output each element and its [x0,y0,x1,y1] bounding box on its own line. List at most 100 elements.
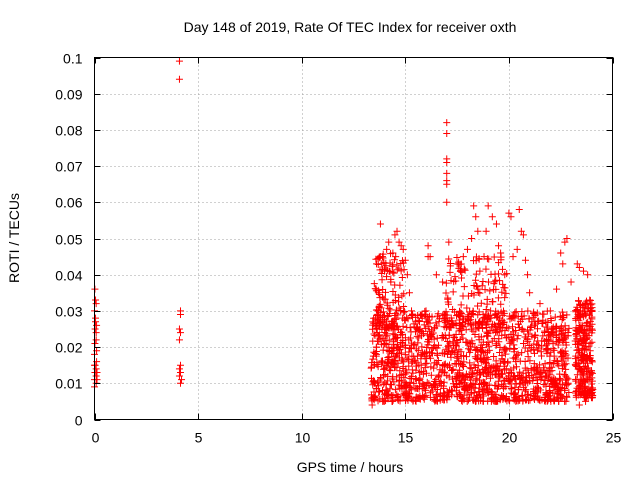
y-tick-label: 0.04 [55,268,82,284]
data-point [367,364,375,372]
data-point [588,307,596,315]
data-point [379,335,387,343]
data-point [524,271,532,279]
data-point [441,360,449,368]
data-point [490,286,498,294]
data-point [558,365,566,373]
data-point [472,375,480,383]
data-point [374,255,382,263]
data-point [431,381,439,389]
data-point [374,261,382,269]
data-point [514,332,522,340]
data-point [381,288,389,296]
data-point [580,384,588,392]
data-point [393,266,401,274]
data-point [573,303,581,311]
data-point [556,348,564,356]
data-point [467,373,475,381]
data-point [575,311,583,319]
data-point [391,231,399,239]
data-point [463,245,471,253]
data-point [456,267,464,275]
data-point [478,344,486,352]
data-point [551,313,559,321]
data-point [542,372,550,380]
data-point [498,288,506,296]
data-point [450,342,458,350]
data-point [587,391,595,399]
data-point [427,371,435,379]
data-point [445,238,453,246]
data-point [391,281,399,289]
data-point [443,158,451,166]
data-point [533,366,541,374]
data-point [573,371,581,379]
data-point [481,313,489,321]
data-point [455,371,463,379]
data-point [375,387,383,395]
data-point [468,337,476,345]
data-point [176,368,184,376]
data-point [400,374,408,382]
data-point [454,338,462,346]
data-point [400,307,408,315]
data-point [447,314,455,322]
data-point [499,370,507,378]
data-point [520,383,528,391]
data-point [389,360,397,368]
data-point [498,331,506,339]
data-point [459,319,467,327]
data-point [397,267,405,275]
data-point [572,352,580,360]
data-point [382,386,390,394]
data-point [378,360,386,368]
data-point [482,305,490,313]
x-tick-label: 5 [195,430,203,446]
data-point [373,328,381,336]
data-point [501,350,509,358]
data-point [492,220,500,228]
data-point [480,369,488,377]
data-point [414,347,422,355]
data-point [584,364,592,372]
data-point [428,387,436,395]
data-point [369,337,377,345]
data-point [474,302,482,310]
data-point [384,391,392,399]
data-point [518,392,526,400]
data-point [421,349,429,357]
data-point [406,344,414,352]
data-point [449,380,457,388]
data-point [563,392,571,400]
data-point [392,334,400,342]
data-point [460,283,468,291]
y-tick-label: 0.05 [55,232,82,248]
data-point [421,393,429,401]
data-point [561,333,569,341]
data-point [573,384,581,392]
data-point [385,336,393,344]
data-point [513,245,521,253]
data-point [370,314,378,322]
data-point [415,382,423,390]
data-point [552,332,560,340]
data-point [470,281,478,289]
data-point [389,325,397,333]
data-point [521,344,529,352]
data-point [556,375,564,383]
data-point [524,307,532,315]
data-point [572,375,580,383]
data-point [512,353,520,361]
data-point [528,318,536,326]
data-point [522,333,530,341]
data-point [459,361,467,369]
data-point [515,206,523,214]
data-point [531,332,539,340]
data-point [405,356,413,364]
data-point [562,332,570,340]
data-point [449,347,457,355]
data-point [471,353,479,361]
data-point [440,349,448,357]
data-point [455,258,463,266]
data-point [436,392,444,400]
